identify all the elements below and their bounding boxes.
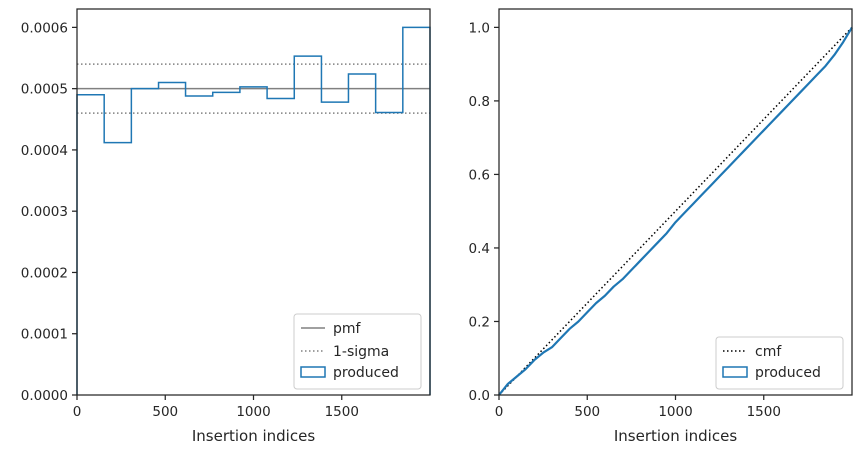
legend-produced-swatch bbox=[300, 366, 326, 378]
left-y-tick-label: 0.0001 bbox=[21, 327, 68, 343]
right-x-tick-label: 500 bbox=[574, 404, 600, 420]
left-x-tick-label: 0 bbox=[73, 404, 82, 420]
right-legend: cmf produced bbox=[715, 336, 844, 390]
right-chart: 0 500 1000 1500 0.0 0.2 0.4 0.6 0.8 1.0 Insertio… bbox=[469, 8, 853, 445]
left-y-tick-label: 0.0006 bbox=[21, 20, 68, 36]
left-y-tick-label: 0.0005 bbox=[21, 82, 68, 98]
legend-pmf-label: pmf bbox=[333, 321, 362, 337]
right-x-tick-label: 1500 bbox=[747, 404, 781, 420]
left-y-tick-label: 0.0002 bbox=[21, 265, 68, 281]
left-x-axis-label: Insertion indices bbox=[192, 427, 315, 445]
produced-cumulative-curve bbox=[498, 26, 853, 396]
left-plot-marks bbox=[76, 26, 431, 395]
right-x-axis-label: Insertion indices bbox=[614, 427, 737, 445]
right-x-ticks: 0 500 1000 1500 bbox=[495, 395, 781, 420]
left-y-tick-label: 0.0004 bbox=[21, 143, 68, 159]
right-y-tick-label: 0.6 bbox=[469, 167, 490, 183]
left-x-ticks: 0 500 1000 1500 bbox=[73, 395, 359, 420]
legend-produced-label-right: produced bbox=[755, 365, 821, 381]
right-y-tick-label: 1.0 bbox=[469, 20, 490, 36]
left-y-tick-label: 0.0003 bbox=[21, 204, 68, 220]
left-legend: pmf 1-sigma produced bbox=[293, 313, 422, 390]
legend-sigma-label: 1-sigma bbox=[333, 344, 389, 360]
right-y-ticks: 0.0 0.2 0.4 0.6 0.8 1.0 bbox=[469, 20, 499, 404]
right-x-tick-label: 1000 bbox=[658, 404, 692, 420]
left-x-tick-label: 1000 bbox=[236, 404, 270, 420]
left-y-tick-label: 0.0000 bbox=[21, 388, 68, 404]
right-y-tick-label: 0.4 bbox=[469, 241, 490, 257]
right-y-tick-label: 0.0 bbox=[469, 388, 490, 404]
left-y-ticks: 0.0000 0.0001 0.0002 0.0003 0.0004 0.0005 0.00… bbox=[21, 20, 77, 404]
right-y-tick-label: 0.8 bbox=[469, 94, 490, 110]
legend-produced-label: produced bbox=[333, 365, 399, 381]
right-plot-marks bbox=[498, 26, 853, 396]
left-x-tick-label: 500 bbox=[152, 404, 178, 420]
legend-cmf-label: cmf bbox=[755, 344, 782, 360]
right-x-tick-label: 0 bbox=[495, 404, 504, 420]
legend-produced-swatch-right bbox=[722, 366, 748, 378]
right-y-tick-label: 0.2 bbox=[469, 314, 490, 330]
left-x-tick-label: 1500 bbox=[325, 404, 359, 420]
left-chart: 0 500 1000 1500 0.00000.00010.00020.00030.0… bbox=[21, 8, 431, 445]
cmf-line bbox=[498, 26, 853, 396]
produced-histogram-step bbox=[76, 26, 431, 395]
